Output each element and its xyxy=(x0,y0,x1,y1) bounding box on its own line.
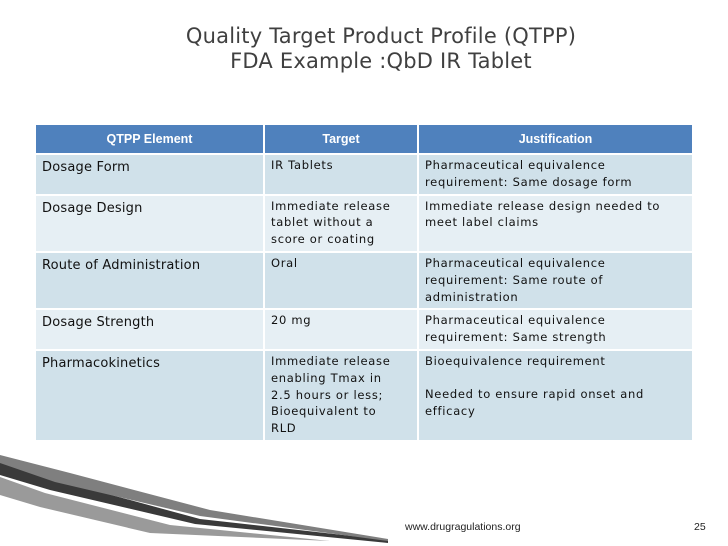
table-header-row: QTPP Element Target Justification xyxy=(36,125,692,154)
cell-target: 20 mg xyxy=(264,308,419,350)
cell-element: Dosage Design xyxy=(36,193,265,252)
title-line-2: FDA Example :QbD IR Tablet xyxy=(230,49,532,73)
cell-justification: Bioequivalence requirement Needed to ens… xyxy=(418,348,692,440)
cell-line: requirement: Same route of xyxy=(425,272,604,287)
cell-line: efficacy xyxy=(425,403,476,418)
cell-line: Immediate release xyxy=(271,198,391,213)
cell-line: Bioequivalent to xyxy=(271,404,377,419)
cell-target: Immediate release tablet without a score… xyxy=(264,193,419,252)
header-qtpp-element: QTPP Element xyxy=(36,125,265,154)
cell-line: requirement: Same strength xyxy=(425,330,607,345)
cell-line: Oral xyxy=(271,255,298,270)
cell-line: meet label claims xyxy=(425,215,539,230)
decorative-swoosh xyxy=(0,455,388,543)
cell-line: Immediate release xyxy=(271,353,391,368)
cell-justification: Pharmaceutical equivalence requirement: … xyxy=(418,250,692,310)
cell-line: Needed to ensure rapid onset and xyxy=(425,386,644,401)
cell-line: RLD xyxy=(271,421,297,436)
header-justification: Justification xyxy=(418,125,692,154)
cell-line: enabling Tmax in xyxy=(271,370,382,385)
table-row: Pharmacokinetics Immediate release enabl… xyxy=(36,348,692,440)
cell-line: Bioequivalence requirement xyxy=(425,353,606,368)
cell-line: 20 mg xyxy=(271,313,312,328)
title-line-1: Quality Target Product Profile (QTPP) xyxy=(185,24,577,48)
cell-line: Immediate release design needed to xyxy=(425,198,661,213)
cell-line: IR Tablets xyxy=(271,158,334,172)
cell-justification: Immediate release design needed to meet … xyxy=(418,193,692,252)
table-row: Dosage Form IR Tablets Pharmaceutical eq… xyxy=(36,153,692,195)
page-number: 25 xyxy=(694,521,706,533)
swoosh-shadow-band xyxy=(0,477,330,541)
cell-justification: Pharmaceutical equivalence requirement: … xyxy=(418,153,692,195)
cell-line: administration xyxy=(425,289,519,304)
footer-url: www.drugragulations.org xyxy=(405,521,521,533)
cell-line: 2.5 hours or less; xyxy=(271,387,384,402)
cell-element: Dosage Form xyxy=(36,153,265,195)
cell-line: requirement: Same dosage form xyxy=(425,174,633,189)
cell-line: Pharmaceutical equivalence xyxy=(425,255,606,270)
cell-line: Pharmaceutical equivalence xyxy=(425,313,606,328)
header-target: Target xyxy=(264,125,419,154)
cell-target: Immediate release enabling Tmax in 2.5 h… xyxy=(264,348,419,440)
table-row: Dosage Strength 20 mg Pharmaceutical equ… xyxy=(36,308,692,350)
table-row: Route of Administration Oral Pharmaceuti… xyxy=(36,250,692,310)
cell-spacer xyxy=(425,370,686,386)
cell-element: Dosage Strength xyxy=(36,308,265,350)
slide-title: Quality Target Product Profile (QTPP) FD… xyxy=(0,24,728,74)
qtpp-table: QTPP Element Target Justification Dosage… xyxy=(36,125,692,440)
cell-target: IR Tablets xyxy=(264,153,419,195)
cell-line: tablet without a xyxy=(271,215,374,230)
cell-justification: Pharmaceutical equivalence requirement: … xyxy=(418,308,692,350)
cell-element: Pharmacokinetics xyxy=(36,348,265,440)
cell-line: score or coating xyxy=(271,232,375,247)
cell-target: Oral xyxy=(264,250,419,310)
cell-line: Pharmaceutical equivalence xyxy=(425,158,606,172)
cell-element: Route of Administration xyxy=(36,250,265,310)
table-row: Dosage Design Immediate release tablet w… xyxy=(36,193,692,252)
